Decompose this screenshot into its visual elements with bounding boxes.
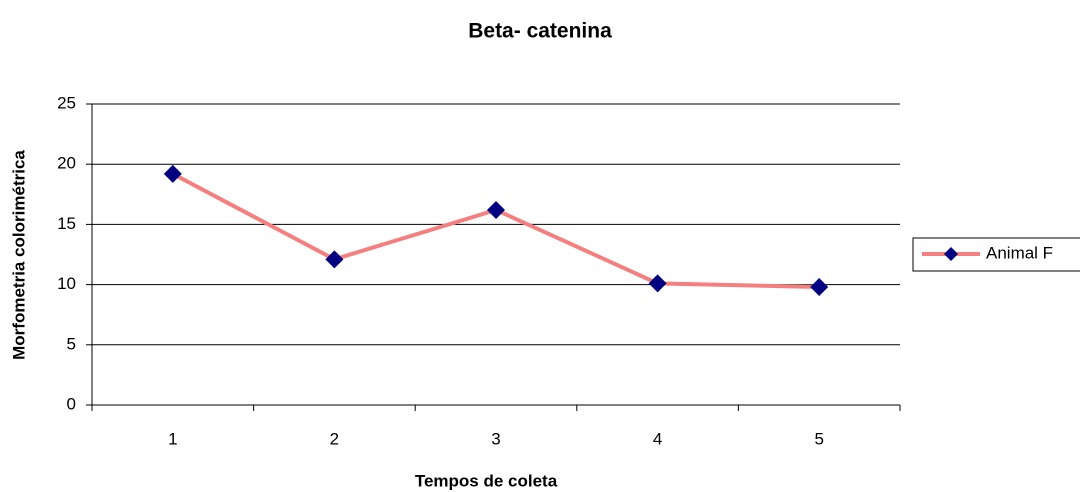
y-tick-label: 15 [57, 214, 76, 233]
marker [325, 250, 344, 269]
y-axis-label: Morfometria colorimétrica [9, 150, 28, 360]
marker [648, 274, 667, 293]
x-tick-label: 2 [330, 429, 339, 448]
y-tick-label: 25 [57, 93, 76, 112]
marker [163, 164, 182, 183]
x-tick-label: 3 [491, 429, 500, 448]
marker [810, 278, 829, 297]
legend-marker [944, 247, 958, 261]
legend-label: Animal F [986, 243, 1053, 262]
y-tick-label: 20 [57, 154, 76, 173]
line [171, 172, 820, 290]
x-tick-label: 5 [814, 429, 823, 448]
y-tick-label: 5 [67, 334, 76, 353]
x-axis-label: Tempos de coleta [415, 471, 558, 490]
x-tick-label: 1 [168, 429, 177, 448]
chart-title: Beta- catenina [468, 20, 612, 43]
y-tick-label: 10 [57, 274, 76, 293]
marker [487, 200, 505, 219]
y-tick-label: 0 [67, 394, 76, 413]
x-tick-label: 4 [653, 429, 662, 448]
